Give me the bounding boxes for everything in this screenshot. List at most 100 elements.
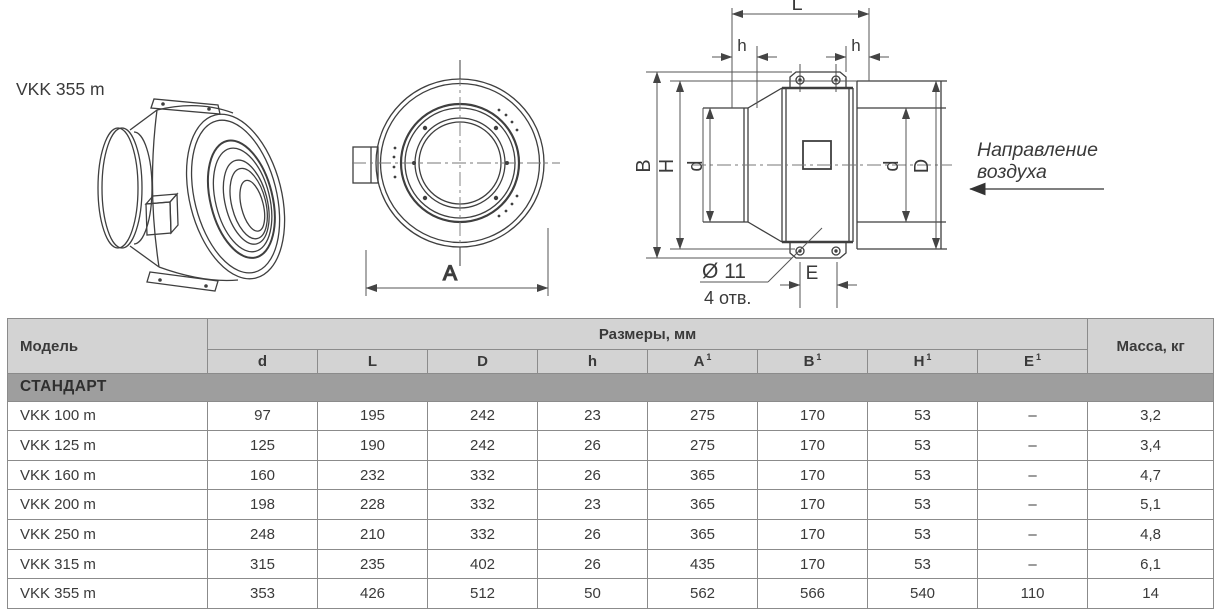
dimension-cell: – xyxy=(976,548,1089,580)
column-group-header-dimensions: Размеры, мм xyxy=(206,318,1089,350)
air-direction-line1: Направление xyxy=(977,139,1098,161)
dimension-cell: – xyxy=(976,400,1089,432)
dim-label-E: E xyxy=(806,263,819,284)
dimension-cell: – xyxy=(976,459,1089,491)
column-header-model: Модель xyxy=(7,318,208,374)
dimension-cell: 365 xyxy=(647,459,758,491)
mass-cell: 5,1 xyxy=(1087,489,1215,521)
air-direction-line2: воздуха xyxy=(977,161,1047,183)
dimension-cell: 53 xyxy=(867,489,978,521)
holes-diameter-label: Ø 11 xyxy=(702,260,746,283)
table-row: VKK 315 m 315 235 402 26 435 170 53–6,1 xyxy=(7,548,1215,580)
dimension-cell: 332 xyxy=(427,489,538,521)
table-row: VKK 125 m 125 190 242 26 275 170 53–3,4 xyxy=(7,430,1215,461)
dimension-cell: 365 xyxy=(647,519,758,550)
column-header-L: L xyxy=(317,349,428,374)
model-cell: VKK 200 m xyxy=(7,489,208,521)
dimension-cell: 170 xyxy=(757,400,868,432)
screw-dots xyxy=(392,108,519,218)
dim-label-B: B xyxy=(633,159,655,172)
dimension-cell: 53 xyxy=(867,430,978,461)
dimension-cell: 566 xyxy=(757,578,868,609)
dimension-cell: – xyxy=(976,519,1089,550)
dimension-cell: 50 xyxy=(537,578,648,609)
dimension-cell: 228 xyxy=(317,489,428,521)
dimension-cell: 26 xyxy=(537,430,648,461)
dimension-cell: – xyxy=(976,430,1089,461)
table-row: VKK 200 m 198 228 332 23 365 170 53–5,1 xyxy=(7,489,1215,521)
dimension-cell: 426 xyxy=(317,578,428,609)
side-dimensions xyxy=(646,8,941,308)
dimension-cell: 275 xyxy=(647,430,758,461)
column-header-mass: Масса, кг xyxy=(1087,318,1215,374)
dimension-cell: 353 xyxy=(207,578,318,609)
table-row: VKK 355 m 353 426 512 50 562 566 540 110 14 xyxy=(7,578,1215,609)
dimension-cell: 170 xyxy=(757,489,868,521)
table-row: VKK 250 m 248 210 332 26 365 170 53–4,8 xyxy=(7,519,1215,550)
technical-drawings: VKK 355 m xyxy=(16,0,1104,308)
dimension-cell: 562 xyxy=(647,578,758,609)
dimension-cell: 110 xyxy=(976,578,1089,609)
dimension-cell: 170 xyxy=(757,459,868,491)
dim-label-d-right: d xyxy=(881,160,903,171)
iso-top-bracket xyxy=(150,98,221,115)
dimension-cell: 248 xyxy=(207,519,318,550)
dimension-cell: 512 xyxy=(427,578,538,609)
mass-cell: 4,8 xyxy=(1087,519,1215,550)
dimension-cell: 242 xyxy=(427,400,538,432)
dimension-cell: 402 xyxy=(427,548,538,580)
air-direction-annotation: Направление воздуха xyxy=(969,139,1104,196)
dimension-cell: 160 xyxy=(207,459,318,491)
dim-label-D: D xyxy=(911,159,933,173)
section-row-standard: СТАНДАРТ xyxy=(6,373,1215,402)
iso-bottom-bracket xyxy=(146,271,219,292)
side-junction-box xyxy=(802,140,832,170)
dimension-cell: 170 xyxy=(757,548,868,580)
dimension-cell: 26 xyxy=(537,519,648,550)
model-title-label: VKK 355 m xyxy=(16,79,105,99)
mass-cell: 6,1 xyxy=(1087,548,1215,580)
model-cell: VKK 250 m xyxy=(7,519,208,550)
dimension-cell: – xyxy=(976,489,1089,521)
column-header-d: d xyxy=(207,349,318,374)
model-cell: VKK 160 m xyxy=(7,459,208,491)
mass-cell: 4,7 xyxy=(1087,459,1215,491)
dim-label-d-left: d xyxy=(685,160,707,171)
dimension-cell: 53 xyxy=(867,400,978,432)
mass-cell: 3,2 xyxy=(1087,400,1215,432)
fan-side-view: L h h B H d d D E Ø 11 4 отв. xyxy=(633,0,952,308)
column-header-D: D xyxy=(427,349,538,374)
mass-cell: 3,4 xyxy=(1087,430,1215,461)
dim-label-h-left: h xyxy=(737,36,746,55)
holes-count-label: 4 отв. xyxy=(704,288,751,308)
dimension-cell: 210 xyxy=(317,519,428,550)
dim-label-L: L xyxy=(791,0,802,15)
dim-label-h-right: h xyxy=(851,36,860,55)
model-cell: VKK 100 m xyxy=(7,400,208,432)
dimension-cell: 53 xyxy=(867,519,978,550)
mass-cell: 14 xyxy=(1087,578,1215,609)
dimension-cell: 26 xyxy=(537,459,648,491)
dimension-cell: 170 xyxy=(757,519,868,550)
dimension-cell: 232 xyxy=(317,459,428,491)
dimension-cell: 97 xyxy=(207,400,318,432)
table-row: VKK 100 m 97 195 242 23 275 170 53–3,2 xyxy=(7,400,1215,432)
dimension-cell: 53 xyxy=(867,459,978,491)
dimension-cell: 53 xyxy=(867,548,978,580)
model-cell: VKK 315 m xyxy=(7,548,208,580)
dimension-cell: 435 xyxy=(647,548,758,580)
model-cell: VKK 125 m xyxy=(7,430,208,461)
table-row: VKK 160 m 160 232 332 26 365 170 53–4,7 xyxy=(7,459,1215,491)
dim-label-A: A xyxy=(443,262,457,285)
dimension-cell: 198 xyxy=(207,489,318,521)
centerlines xyxy=(352,72,560,256)
dimension-A xyxy=(365,228,549,296)
dimension-cell: 332 xyxy=(427,519,538,550)
section-label: СТАНДАРТ xyxy=(6,373,1215,402)
fan-isometric-view: VKK 355 m xyxy=(16,79,286,292)
